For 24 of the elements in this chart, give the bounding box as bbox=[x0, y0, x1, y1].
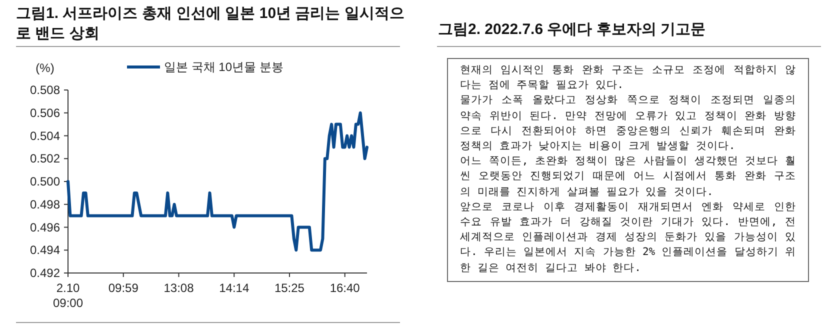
text: 앞으로 코로나 이후 경제활동이 재개되면서 엔화 약세로 인한 수요 유발 효과가 더 강해질 것이란 기대가 있다. 반면에, 전 세계적으로 인플레이션과 경제 성장의 둔화가 있을 가능성이 있다. 우리는 일본에서 지속 가능한 2% 인플레이션을 달성하기 위한 길은 여전히 길다고 봐야 한다. bbox=[460, 200, 796, 276]
y-tick-label: 0.502 bbox=[30, 152, 60, 166]
x-tick-label: 14:14 bbox=[219, 281, 250, 295]
y-tick-label: 0.504 bbox=[30, 128, 60, 143]
line-series bbox=[66, 111, 368, 252]
text: 그림2. 2022.7.6 우에다 후보자의 기고문 bbox=[438, 20, 707, 40]
y-tick-label: 0.492 bbox=[30, 266, 60, 280]
y-tick-label: 0.506 bbox=[30, 106, 60, 120]
chart-title: 그림1. 서프라이즈 총재 인선에 일본 10년 금리는 일시적으로 밴드 상회 bbox=[16, 4, 406, 44]
x-tick-label: 15:25 bbox=[274, 281, 305, 295]
x-tick-label: 16:40 bbox=[330, 281, 360, 295]
text: 현재의 임시적인 통화 완화 구조는 소규모 조정에 적합하지 않다는 점에 주목할 필요가 있다. bbox=[460, 63, 796, 94]
y-tick-label: 0.498 bbox=[30, 197, 60, 212]
x-tick-label: 09:59 bbox=[108, 281, 139, 295]
x-tick-label: 2.10 09:00 bbox=[52, 281, 84, 310]
y-axis-title: (%) bbox=[36, 61, 54, 75]
y-tick-label: 0.496 bbox=[30, 220, 60, 234]
y-tick-label: 0.508 bbox=[30, 83, 60, 97]
text: 물가가 소폭 올랐다고 정상화 쪽으로 정책이 조정되면 일종의 약속 위반이 된다. 만약 전망에 오류가 있고 정책이 완화 방향으로 다시 전환되어야 하면 중앙은행의 신뢰가 훼손되며 완화 정책의 효과가 낮아지는 비용이 크게 발생할 것이다. bbox=[460, 93, 796, 154]
x-tick-label: 13:08 bbox=[164, 281, 194, 295]
y-tick-label: 0.494 bbox=[30, 243, 60, 258]
legend-label: 일본 국채 10년물 분봉 bbox=[164, 60, 284, 74]
text: 어느 쪽이든, 초완화 정책이 많은 사람들이 생각했던 것보다 훨씬 오랫동안 진행되었기 때문에 어느 시점에서 통화 완화 구조의 미래를 진지하게 살펴볼 필요가 있을 것이다. bbox=[460, 154, 796, 200]
y-tick-label: 0.500 bbox=[30, 174, 60, 188]
